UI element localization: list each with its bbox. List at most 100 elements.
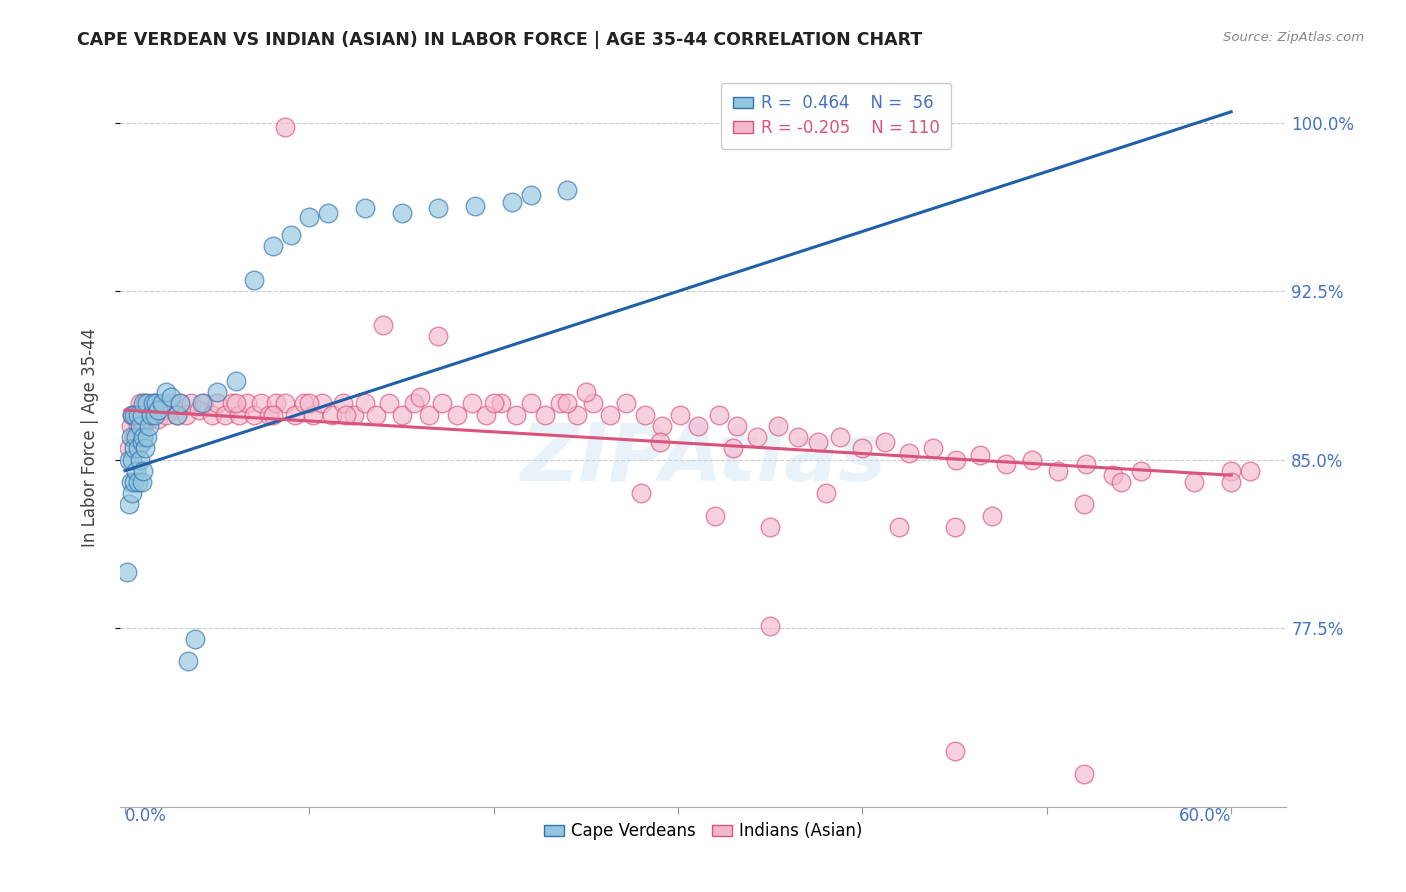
Point [1073,497,1095,511]
Point [120,418,142,433]
Point [122,442,145,456]
Point [725,418,748,433]
Point [391,408,413,422]
Point [180,396,202,410]
Point [235,396,257,410]
Point [747,430,769,444]
Legend: Cape Verdeans, Indians (Asian): Cape Verdeans, Indians (Asian) [537,815,869,847]
Point [489,396,512,410]
Y-axis label: In Labor Force | Age 35-44: In Labor Force | Age 35-44 [80,327,98,547]
Point [187,403,209,417]
Point [121,486,143,500]
Point [127,442,149,456]
Point [557,183,579,197]
Point [464,199,486,213]
Point [134,396,156,410]
Point [688,418,710,433]
Point [599,408,621,422]
Point [1109,475,1132,489]
Point [138,412,160,426]
Point [155,385,177,400]
Point [132,430,155,444]
Point [759,618,782,632]
Point [616,396,638,410]
Point [136,396,159,410]
Point [284,408,307,422]
Point [482,396,505,410]
Point [501,194,523,209]
Point [302,408,325,422]
Point [139,408,162,422]
Point [759,520,782,534]
Point [353,201,375,215]
Point [814,116,837,130]
Point [995,457,1018,471]
Point [243,273,266,287]
Point [169,396,191,410]
Point [364,408,387,422]
Point [121,408,143,422]
Point [120,475,142,489]
Point [669,408,692,422]
Point [122,408,145,422]
Point [897,446,920,460]
Point [280,228,302,243]
Point [121,408,143,422]
Point [257,408,280,422]
Point [648,434,671,449]
Point [814,486,837,500]
Point [557,396,579,410]
Point [243,408,266,422]
Point [830,430,852,444]
Point [980,508,1002,523]
Point [807,434,830,449]
Point [704,508,727,523]
Point [921,442,943,456]
Point [214,408,236,422]
Point [122,475,145,489]
Point [148,412,170,426]
Point [1182,475,1205,489]
Point [505,408,527,422]
Point [943,744,966,758]
Point [143,408,166,422]
Point [132,396,155,410]
Point [128,396,150,410]
Point [262,408,284,422]
Point [131,434,153,449]
Point [548,396,571,410]
Point [787,430,810,444]
Point [125,464,148,478]
Point [142,408,165,422]
Point [166,408,188,422]
Point [122,430,145,444]
Point [298,211,321,225]
Text: CAPE VERDEAN VS INDIAN (ASIAN) IN LABOR FORCE | AGE 35-44 CORRELATION CHART: CAPE VERDEAN VS INDIAN (ASIAN) IN LABOR … [77,31,922,49]
Point [128,452,150,467]
Point [138,418,160,433]
Point [1074,457,1097,471]
Point [131,408,153,422]
Point [145,396,167,410]
Point [873,434,896,449]
Point [969,448,991,462]
Point [1102,468,1125,483]
Point [766,418,789,433]
Point [250,396,273,410]
Point [132,464,155,478]
Point [427,201,450,215]
Point [125,408,148,422]
Point [311,396,333,410]
Point [519,396,541,410]
Point [707,408,730,422]
Point [143,396,166,410]
Point [225,374,247,388]
Point [274,120,297,135]
Point [1021,452,1043,467]
Point [160,390,183,404]
Point [166,408,188,422]
Point [177,655,200,669]
Point [377,396,399,410]
Point [1129,464,1152,478]
Point [142,396,165,410]
